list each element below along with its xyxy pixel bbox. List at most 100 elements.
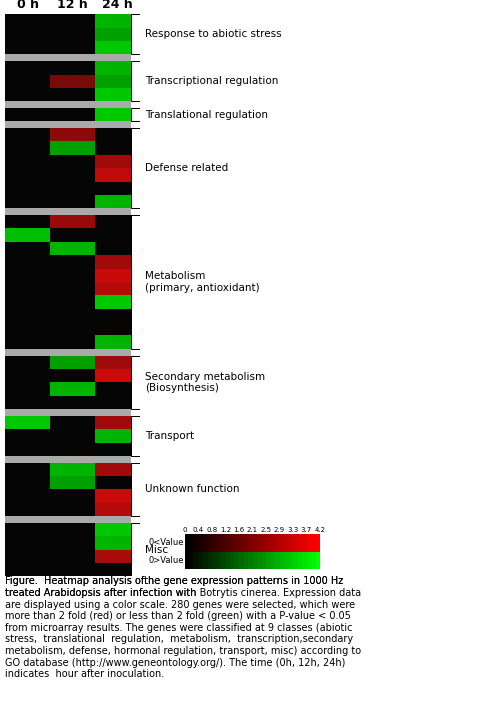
Bar <box>298 551 302 569</box>
Bar <box>50 476 95 490</box>
Bar <box>5 516 130 523</box>
Bar <box>95 382 140 396</box>
Bar <box>5 536 50 550</box>
Bar <box>5 523 50 536</box>
Bar <box>50 463 95 476</box>
Bar <box>95 503 140 516</box>
Bar <box>262 534 266 551</box>
Bar <box>226 534 230 551</box>
Bar <box>302 551 306 569</box>
Bar <box>95 429 140 442</box>
Text: 2.9: 2.9 <box>274 527 285 533</box>
Bar <box>5 463 50 476</box>
Bar <box>293 534 298 551</box>
Text: Figure.  Heatmap analysis ofthe gene expression patterns in 1000 Hz
treated Arab: Figure. Heatmap analysis ofthe gene expr… <box>5 576 343 598</box>
Bar <box>95 282 140 295</box>
Bar <box>50 88 95 101</box>
Bar <box>5 382 50 396</box>
Bar <box>5 168 50 182</box>
Bar <box>252 551 257 569</box>
Bar <box>5 208 130 215</box>
Bar <box>50 195 95 208</box>
Bar <box>293 551 298 569</box>
Text: 1.6: 1.6 <box>234 527 244 533</box>
Bar <box>239 551 244 569</box>
Bar <box>234 534 239 551</box>
Bar <box>95 442 140 456</box>
Bar <box>288 534 293 551</box>
Text: 4.2: 4.2 <box>314 527 326 533</box>
Bar <box>5 155 50 168</box>
Bar <box>50 155 95 168</box>
Bar <box>130 463 140 516</box>
Text: Translational regulation: Translational regulation <box>145 110 268 120</box>
Bar <box>50 108 95 122</box>
Bar <box>95 228 140 242</box>
Text: 24 h: 24 h <box>102 0 133 11</box>
Bar <box>275 534 280 551</box>
Bar <box>5 228 50 242</box>
Bar <box>50 396 95 409</box>
Bar <box>5 322 50 336</box>
Bar <box>95 128 140 142</box>
Bar <box>5 442 50 456</box>
Bar <box>95 356 140 369</box>
Bar <box>95 563 140 576</box>
Bar <box>5 456 130 463</box>
Bar <box>95 369 140 382</box>
Text: Unknown function: Unknown function <box>145 485 240 494</box>
Bar <box>50 369 95 382</box>
Bar <box>230 534 234 551</box>
Text: 2.5: 2.5 <box>260 527 272 533</box>
Bar <box>194 551 198 569</box>
Text: Defense related: Defense related <box>145 163 228 173</box>
Bar <box>95 168 140 182</box>
Bar <box>5 122 130 128</box>
Text: 0<Value: 0<Value <box>148 538 184 548</box>
Bar <box>95 463 140 476</box>
Bar <box>316 551 320 569</box>
Bar <box>50 182 95 195</box>
Bar <box>95 88 140 101</box>
Bar <box>194 534 198 551</box>
Bar <box>50 168 95 182</box>
Bar <box>95 476 140 490</box>
Bar <box>50 490 95 503</box>
Bar <box>203 534 207 551</box>
Bar <box>5 550 50 563</box>
Bar <box>266 551 270 569</box>
Bar <box>239 534 244 551</box>
Bar <box>212 534 216 551</box>
Bar <box>311 551 316 569</box>
Bar <box>50 255 95 268</box>
Bar <box>50 41 95 54</box>
Bar <box>5 349 130 356</box>
Bar <box>130 61 140 101</box>
Text: Figure.  Heatmap analysis ofthe gene expression patterns in 1000 Hz
treated Arab: Figure. Heatmap analysis ofthe gene expr… <box>5 576 361 679</box>
Bar <box>50 503 95 516</box>
Bar <box>5 309 50 322</box>
Text: Transport: Transport <box>145 431 194 441</box>
Bar <box>95 309 140 322</box>
Bar <box>5 409 130 416</box>
Bar <box>221 551 226 569</box>
Text: Secondary metabolism
(Biosynthesis): Secondary metabolism (Biosynthesis) <box>145 372 265 393</box>
Bar <box>5 336 50 349</box>
Bar <box>5 28 50 41</box>
Bar <box>234 551 239 569</box>
Bar <box>95 14 140 28</box>
Bar <box>50 309 95 322</box>
Bar <box>95 108 140 122</box>
Bar <box>5 215 50 228</box>
Bar <box>284 551 288 569</box>
Bar <box>212 551 216 569</box>
Bar <box>216 551 221 569</box>
Bar <box>230 551 234 569</box>
Bar <box>95 322 140 336</box>
Bar <box>50 550 95 563</box>
Bar <box>95 550 140 563</box>
Bar <box>95 242 140 255</box>
Bar <box>50 442 95 456</box>
Bar <box>95 28 140 41</box>
Bar <box>262 551 266 569</box>
